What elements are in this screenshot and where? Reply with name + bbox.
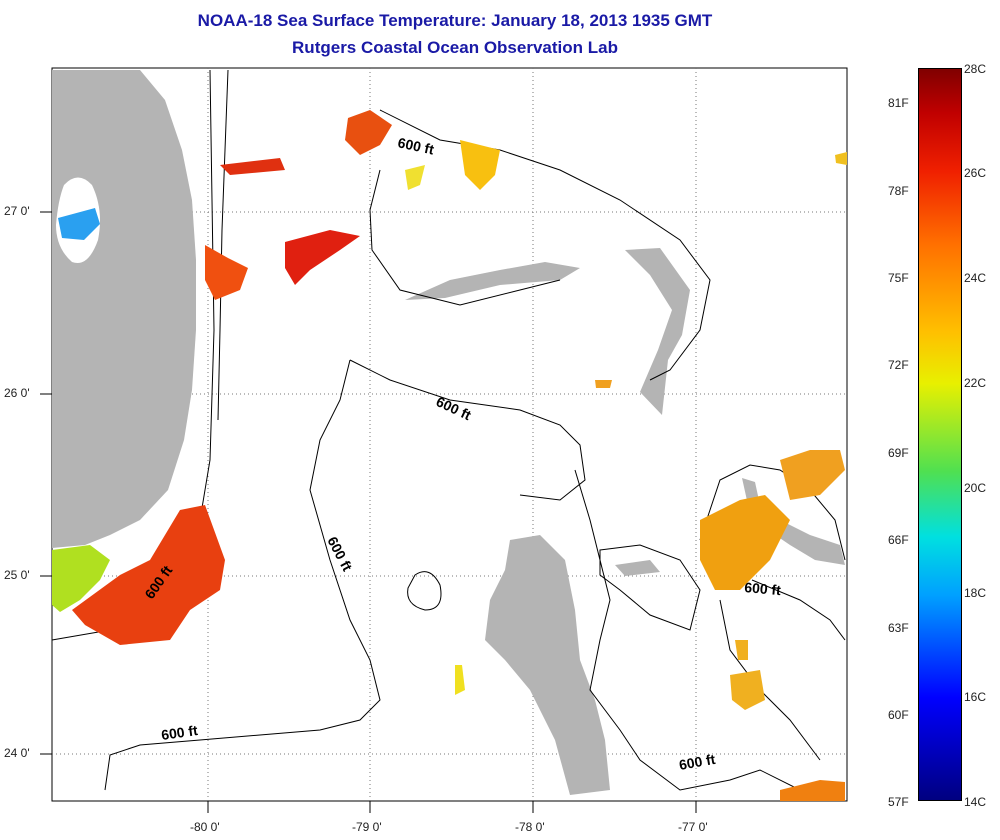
colorbar-c-22: 22C (964, 376, 987, 390)
lat-label-26: 26 0' (4, 386, 30, 400)
lon-label-78: -78 0' (515, 820, 545, 834)
colorbar-c-28: 28C (964, 62, 987, 76)
colorbar-f-63: 63F (888, 621, 909, 635)
colorbar-c-14: 14C (964, 795, 987, 809)
colorbar-c-16: 16C (964, 690, 987, 704)
lat-label-25: 25 0' (4, 568, 30, 582)
colorbar-f-69: 69F (888, 446, 909, 460)
lon-label-79: -79 0' (352, 820, 382, 834)
colorbar-c-20: 20C (964, 481, 987, 495)
isobath-label-1: 600 ft (396, 134, 435, 157)
abaco-land (625, 248, 690, 415)
sst-map: 600 ft 600 ft 600 ft 600 ft 600 ft 600 f… (40, 67, 848, 813)
colorbar-c-18: 18C (964, 586, 987, 600)
colorbar-f-72: 72F (888, 358, 909, 372)
lon-label-80: -80 0' (190, 820, 220, 834)
isobath-label-5: 600 ft (160, 722, 199, 743)
sst-patches (52, 110, 847, 801)
colorbar-c-26: 26C (964, 166, 987, 180)
tick-marks (40, 211, 697, 813)
colorbar-f-75: 75F (888, 271, 909, 285)
lat-label-27: 27 0' (4, 204, 30, 218)
colorbar-f-78: 78F (888, 184, 909, 198)
lat-label-24: 24 0' (4, 746, 30, 760)
new-providence-land (615, 560, 660, 576)
colorbar-f-60: 60F (888, 708, 909, 722)
colorbar-c-24: 24C (964, 271, 987, 285)
map-title: NOAA-18 Sea Surface Temperature: January… (197, 11, 713, 30)
grand-bahama-land (405, 262, 580, 300)
andros-land (485, 535, 610, 795)
isobath-label-6: 600 ft (678, 751, 717, 773)
colorbar-f-81: 81F (888, 96, 909, 110)
map-subtitle: Rutgers Coastal Ocean Observation Lab (292, 38, 618, 57)
eleuthera-land (742, 478, 845, 565)
temperature-colorbar (918, 68, 962, 801)
colorbar-f-66: 66F (888, 533, 909, 547)
colorbar-f-57: 57F (888, 795, 909, 809)
cold-patch-lake (58, 208, 100, 240)
isobath-label-7: 600 ft (744, 579, 782, 598)
lon-label-77: -77 0' (678, 820, 708, 834)
